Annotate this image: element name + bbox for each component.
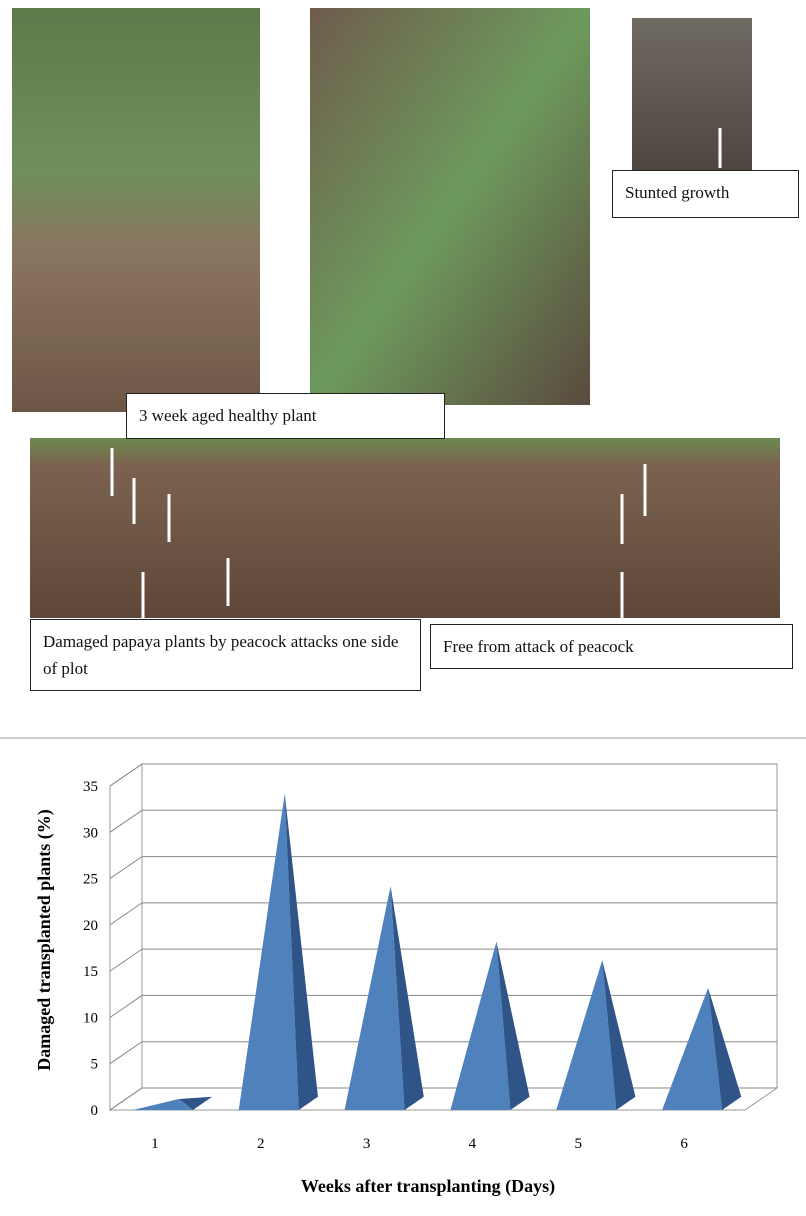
photo-stunted: [632, 18, 752, 170]
y-tick-label: 5: [91, 1057, 99, 1073]
caption: Stunted growth: [612, 170, 799, 218]
y-tick-label: 0: [91, 1103, 99, 1119]
y-tick-label: 20: [83, 918, 98, 934]
x-tick-label: 3: [363, 1136, 371, 1152]
caption: Free from attack of peacock: [430, 624, 793, 669]
photo-leaves: [310, 8, 590, 405]
y-tick-label: 25: [83, 872, 98, 888]
x-tick-label: 5: [575, 1136, 583, 1152]
photo-healthy: [12, 8, 260, 412]
y-tick-label: 30: [83, 825, 98, 841]
x-tick-label: 6: [680, 1136, 688, 1152]
page: 0 5 10 15 20 25 30 35 1 2 3 4 5 6 Weeks after transpla…: [0, 0, 806, 1216]
y-tick-label: 15: [83, 964, 98, 980]
y-tick-label: 10: [83, 1010, 98, 1026]
back-wall: [142, 764, 777, 1088]
side-wall: [110, 764, 142, 1110]
y-tick-label: 35: [83, 779, 98, 795]
chart: 0 5 10 15 20 25 30 35 1 2 3 4 5 6 Weeks after transpla…: [34, 764, 777, 1197]
x-tick-label: 2: [257, 1136, 265, 1152]
x-tick-label: 1: [151, 1136, 159, 1152]
x-tick-label: 4: [469, 1136, 477, 1152]
caption: Damaged papaya plants by peacock attacks…: [30, 619, 421, 691]
caption: 3 week aged healthy plant: [126, 393, 445, 439]
x-axis-title: Weeks after transplanting (Days): [301, 1176, 555, 1197]
y-axis-title: Damaged transplanted plants (%): [34, 809, 55, 1071]
